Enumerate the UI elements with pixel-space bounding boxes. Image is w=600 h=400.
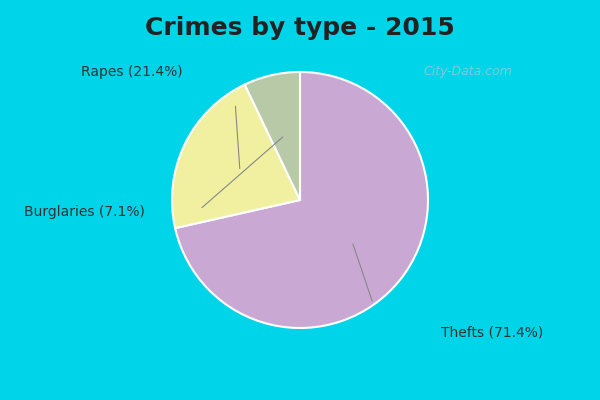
Wedge shape [245,72,300,200]
Wedge shape [175,72,428,328]
Text: Crimes by type - 2015: Crimes by type - 2015 [145,16,455,40]
Text: City-Data.com: City-Data.com [424,66,512,78]
Wedge shape [172,84,300,228]
Text: Rapes (21.4%): Rapes (21.4%) [81,65,183,79]
Text: Burglaries (7.1%): Burglaries (7.1%) [23,205,145,219]
Text: Thefts (71.4%): Thefts (71.4%) [441,325,543,339]
